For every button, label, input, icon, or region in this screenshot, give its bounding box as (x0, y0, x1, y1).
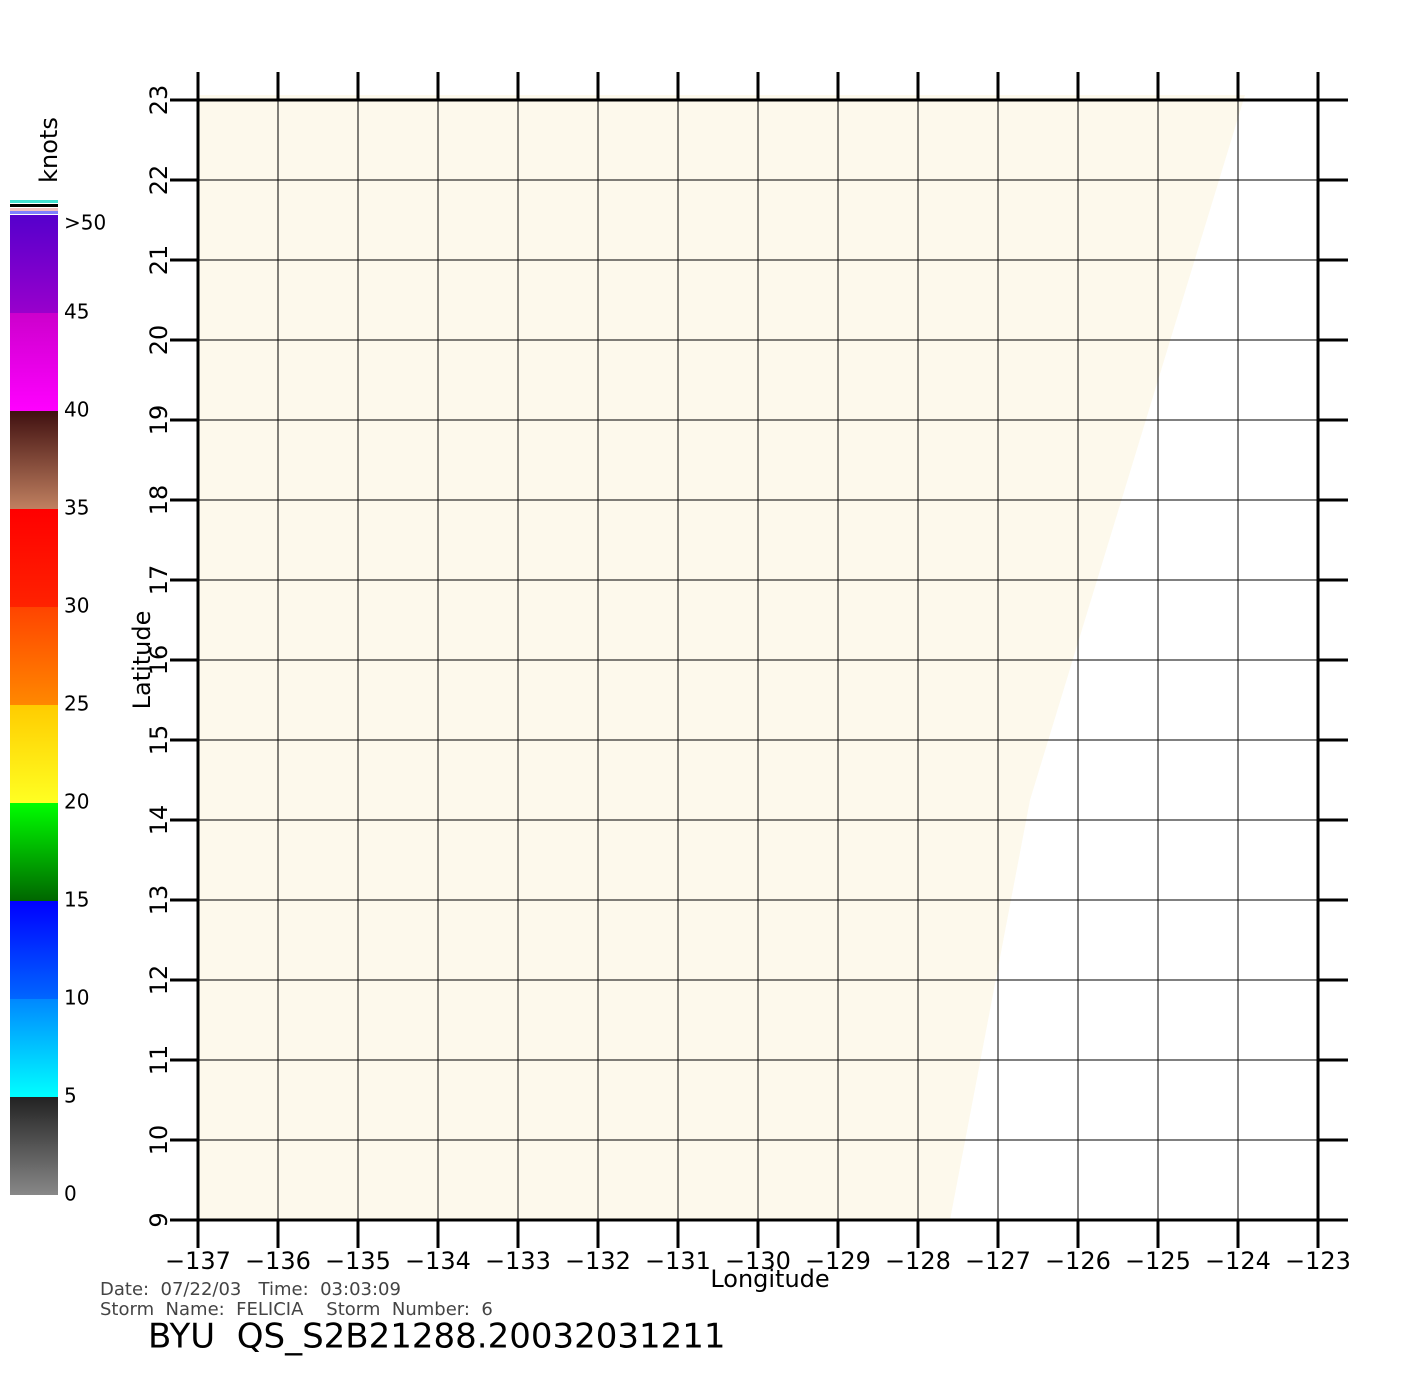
colorbar-tick-label: 0 (64, 1182, 77, 1206)
y-axis-label: Latitude (128, 611, 156, 710)
x-tick-label: −125 (1125, 1247, 1191, 1275)
y-tick-label: 17 (145, 565, 173, 596)
x-tick-label: −137 (165, 1247, 231, 1275)
x-tick-label: −136 (245, 1247, 311, 1275)
colorbar-cap (10, 200, 58, 203)
colorbar-cap (10, 211, 58, 214)
x-axis-label: Longitude (710, 1265, 829, 1293)
x-tick-label: −132 (565, 1247, 631, 1275)
colorbar-band (10, 215, 58, 313)
colorbar-tick-label: 5 (64, 1084, 77, 1108)
colorbar-band (10, 411, 58, 509)
file-id: BYU QS_S2B21288.20032031211 (148, 1317, 726, 1357)
y-tick-label: 15 (145, 725, 173, 756)
y-tick-label: 16 (145, 645, 173, 676)
colorbar-band (10, 509, 58, 607)
colorbar-cap (10, 208, 58, 211)
colorbar-tick-label: 40 (64, 398, 89, 422)
y-tick-label: 22 (145, 165, 173, 196)
x-tick-label: −127 (965, 1247, 1031, 1275)
y-tick-label: 9 (145, 1212, 173, 1227)
y-tick-label: 23 (145, 85, 173, 116)
colorbar-cap (10, 204, 58, 207)
y-tick-label: 19 (145, 405, 173, 436)
colorbar-tick-label: 15 (64, 888, 89, 912)
y-tick-label: 13 (145, 885, 173, 916)
colorbar-band (10, 313, 58, 411)
colorbar-band (10, 803, 58, 901)
x-tick-label: −133 (485, 1247, 551, 1275)
y-tick-label: 10 (145, 1125, 173, 1156)
colorbar-band (10, 1097, 58, 1195)
x-tick-label: −126 (1045, 1247, 1111, 1275)
storm-line: Storm Name: FELICIA Storm Number: 6 (100, 1299, 493, 1320)
y-tick-label: 21 (145, 245, 173, 276)
colorbar-band (10, 901, 58, 999)
colorbar-tick-label: 25 (64, 692, 89, 716)
x-tick-label: −135 (325, 1247, 391, 1275)
y-tick-label: 18 (145, 485, 173, 516)
colorbar-band (10, 607, 58, 705)
y-tick-label: 12 (145, 965, 173, 996)
x-tick-label: −130 (725, 1247, 791, 1275)
map-frame (196, 98, 1320, 1222)
colorbar-tick-label: 20 (64, 790, 89, 814)
y-tick-label: 11 (145, 1045, 173, 1076)
colorbar-tick-label: 10 (64, 986, 89, 1010)
x-tick-label: −124 (1205, 1247, 1271, 1275)
colorbar-band (10, 705, 58, 803)
x-tick-label: −123 (1285, 1247, 1351, 1275)
colorbar-band (10, 999, 58, 1097)
colorbar-title: knots (35, 117, 63, 183)
x-tick-label: −131 (645, 1247, 711, 1275)
colorbar-tick-label: 35 (64, 496, 89, 520)
y-tick-label: 20 (145, 325, 173, 356)
swath (198, 95, 1245, 1220)
y-tick-label: 14 (145, 805, 173, 836)
colorbar-tick-label: 30 (64, 594, 89, 618)
x-tick-label: −134 (405, 1247, 471, 1275)
date-line: Date: 07/22/03 Time: 03:03:09 (100, 1279, 401, 1300)
x-tick-label: −128 (885, 1247, 951, 1275)
colorbar-tick-label: >50 (64, 211, 106, 235)
x-tick-label: −129 (805, 1247, 871, 1275)
colorbar-tick-label: 45 (64, 300, 89, 324)
